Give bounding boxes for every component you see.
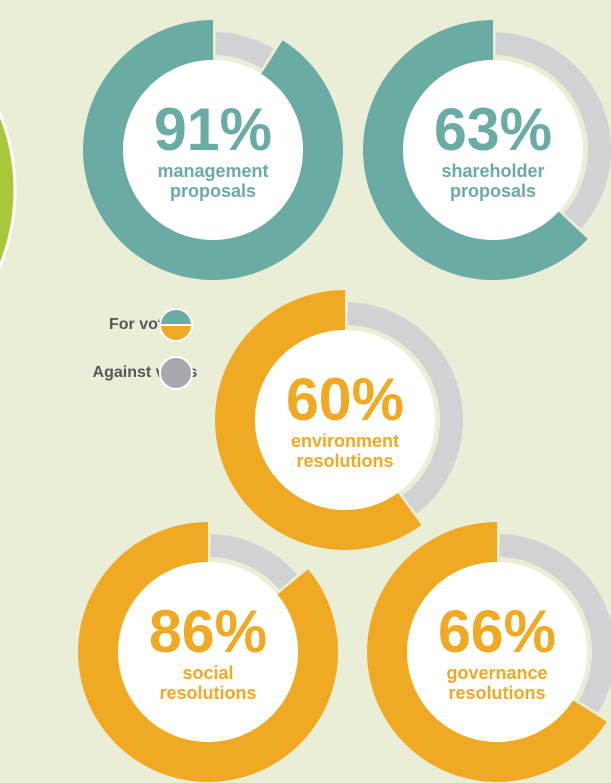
proposal-label: proposals (450, 181, 536, 201)
legend-swatch (160, 309, 192, 325)
proposal-label: governance (446, 663, 547, 683)
for-arc (78, 522, 338, 782)
inner-circle (403, 60, 583, 240)
percent-label: 66% (438, 598, 556, 665)
for-arc (363, 20, 588, 280)
against-arc (495, 32, 611, 229)
against-arc (210, 534, 298, 590)
inner-circle (118, 562, 298, 742)
legend-swatch (159, 356, 193, 390)
proposal-label: resolutions (159, 683, 256, 703)
legend-swatch (160, 325, 192, 341)
for-arc (82, 20, 344, 280)
proposal-label: social (182, 663, 233, 683)
for-arc (366, 522, 607, 782)
legend-border (159, 308, 193, 342)
proposal-label: shareholder (441, 161, 544, 181)
against-arc (347, 302, 464, 514)
inner-circle (123, 60, 303, 240)
proposal-label: resolutions (448, 683, 545, 703)
against-arc (499, 534, 611, 713)
inner-circle (407, 562, 587, 742)
proposal-label: environment (291, 431, 399, 451)
against-arc (215, 32, 274, 69)
percent-label: 60% (286, 366, 404, 433)
percent-label: 86% (149, 598, 267, 665)
proposal-label: management (157, 161, 268, 181)
proposal-label: proposals (170, 181, 256, 201)
inner-circle (255, 330, 435, 510)
percent-label: 63% (434, 96, 552, 163)
for-arc (214, 290, 422, 550)
proposal-label: resolutions (296, 451, 393, 471)
decorative-circle (0, 110, 17, 270)
percent-label: 91% (154, 96, 272, 163)
